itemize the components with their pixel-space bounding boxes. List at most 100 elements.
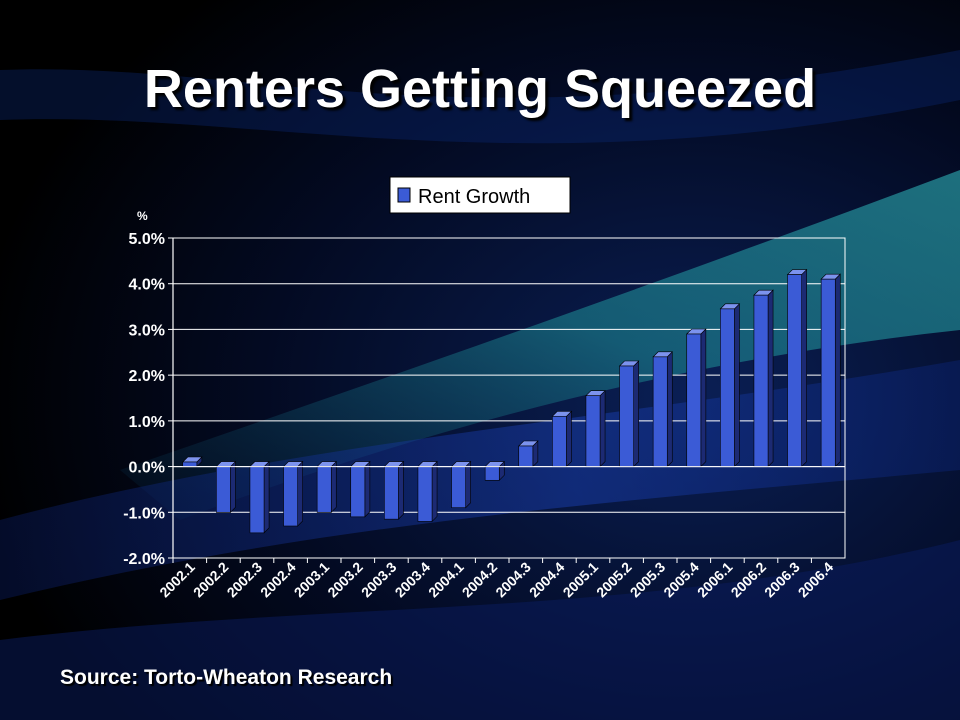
bar-side <box>364 460 371 518</box>
bar-front <box>350 466 366 518</box>
bar-side <box>566 410 572 468</box>
x-tick-label: 2002.3 <box>224 559 266 601</box>
bar-front <box>283 466 298 527</box>
y-tick-label: 5.0% <box>129 231 165 248</box>
x-tick-label: 2005.2 <box>593 559 635 601</box>
bar <box>383 460 405 520</box>
bar-side <box>263 460 270 534</box>
bar <box>182 456 203 468</box>
x-tick-label: 2002.2 <box>190 559 232 601</box>
bar-front <box>451 466 466 509</box>
bar-front <box>686 333 702 467</box>
y-unit-label: % <box>137 209 148 223</box>
x-tick-label: 2004.3 <box>492 559 534 601</box>
y-tick-label: -2.0% <box>123 551 165 568</box>
gridlines <box>173 237 845 559</box>
legend-box <box>389 176 571 214</box>
bar <box>450 460 472 509</box>
bar <box>484 460 505 482</box>
x-tick-label: 2004.2 <box>459 559 501 601</box>
bar-front <box>753 294 769 467</box>
y-tick-label: 1.0% <box>129 414 165 431</box>
bar <box>249 460 270 534</box>
bar <box>585 389 606 468</box>
bar <box>786 268 808 468</box>
bar-front <box>384 466 399 520</box>
legend: Rent Growth <box>389 176 571 214</box>
x-tick-label: 2003.2 <box>324 559 366 601</box>
bg-band-blue-low <box>0 540 960 720</box>
bar-side <box>700 328 707 468</box>
x-tick-label: 2004.4 <box>526 559 568 601</box>
x-tick-label: 2006.4 <box>795 559 837 601</box>
bg-band-blue-mid <box>0 360 960 600</box>
bar-side <box>230 460 236 514</box>
bar-front <box>216 466 231 513</box>
bar <box>350 460 371 518</box>
bar <box>719 303 741 468</box>
bar-front <box>182 461 198 467</box>
bar-front <box>720 308 735 467</box>
source-note: Source: Torto-Wheaton Research <box>60 666 393 689</box>
y-tick-label: -1.0% <box>123 505 165 522</box>
bar <box>686 328 707 468</box>
bar <box>618 360 640 468</box>
x-tick-label: 2003.4 <box>392 559 434 601</box>
bar <box>282 460 304 527</box>
bar-front <box>585 395 601 467</box>
bar <box>753 289 774 468</box>
bar <box>316 460 337 514</box>
x-tick-label: 2003.1 <box>291 559 333 601</box>
x-tick-labels: 2002.12002.22002.32002.42003.12003.22003… <box>156 558 836 600</box>
bg-band-upper <box>0 50 960 144</box>
bar-front <box>417 466 433 522</box>
bar-side <box>734 303 740 468</box>
bar-side <box>666 351 673 468</box>
bar <box>820 273 841 468</box>
plot-area: 5.0% 4.0% 3.0% 2.0% 1.0% 0.0% -1.0% -2.0% 2002.… <box>123 231 846 600</box>
bar <box>518 440 539 468</box>
bar <box>652 351 673 468</box>
bar-side <box>398 460 404 520</box>
bar-front <box>249 466 265 534</box>
bar-side <box>834 273 841 468</box>
bar-side <box>431 460 438 523</box>
bar-front <box>552 415 567 467</box>
x-tick-label: 2004.1 <box>425 559 467 601</box>
legend-label: Rent Growth <box>418 186 530 208</box>
x-tick-label: 2005.1 <box>560 559 602 601</box>
y-tick-label: 2.0% <box>129 368 165 385</box>
y-tick-label: 4.0% <box>129 277 165 294</box>
legend-swatch <box>397 187 411 203</box>
y-tick-labels: 5.0% 4.0% 3.0% 2.0% 1.0% 0.0% -1.0% -2.0% <box>123 231 173 568</box>
x-tick-label: 2005.3 <box>627 559 669 601</box>
y-tick-label: 3.0% <box>129 322 165 339</box>
x-tick-label: 2006.2 <box>728 559 770 601</box>
x-tick-label: 2002.4 <box>257 559 299 601</box>
bars <box>182 268 841 534</box>
bar-front <box>484 466 500 481</box>
x-tick-label: 2006.3 <box>761 559 803 601</box>
y-tick-label: 0.0% <box>129 460 165 477</box>
bar-side <box>330 460 337 514</box>
bar-side <box>599 389 606 468</box>
bar-front <box>820 278 836 467</box>
bar-front <box>316 466 332 513</box>
bar-front <box>787 274 802 467</box>
bar-side <box>633 360 639 468</box>
x-tick-label: 2006.1 <box>694 559 736 601</box>
bar-side <box>297 460 303 527</box>
bg-band-teal <box>120 170 960 520</box>
bar-front <box>518 445 534 467</box>
x-tick-label: 2005.4 <box>660 559 702 601</box>
bar-side <box>767 289 774 468</box>
bar-side <box>801 268 807 468</box>
bar-front <box>619 365 634 467</box>
bar-front <box>652 356 668 467</box>
x-tick-label: 2003.3 <box>358 559 400 601</box>
plot-area-frame <box>172 237 846 559</box>
bar-side <box>465 460 471 509</box>
bar <box>417 460 438 523</box>
bar <box>215 460 237 514</box>
